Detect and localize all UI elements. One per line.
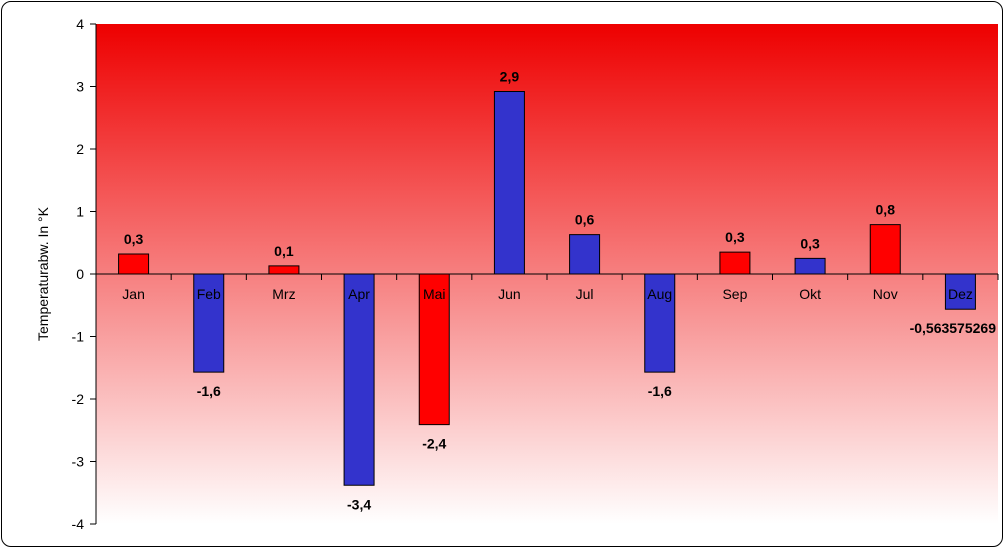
x-tick-label: Feb [197,286,221,302]
bar-jul [569,234,601,275]
data-label-apr: -3,4 [347,496,371,512]
data-label-sep: 0,3 [725,229,745,245]
data-label-mrz: 0,1 [274,243,294,259]
data-label-jan: 0,3 [124,231,144,247]
bar-jan [118,253,150,275]
data-label-jun: 2,9 [500,69,520,85]
bar-feb [193,273,225,373]
y-tick-label: 2 [76,141,84,157]
y-tick-label: -2 [72,391,85,407]
x-tick-label: Sep [722,286,747,302]
bar-jun [493,91,525,275]
bar-apr [343,273,375,486]
y-tick-label: -3 [72,454,85,470]
y-tick-label: -4 [72,516,85,532]
x-tick-label: Mai [423,286,446,302]
x-tick-label: Jun [498,286,521,302]
y-axis-title: Temperaturabw. In °K [35,206,51,341]
bar-nov [869,224,901,275]
x-tick-label: Jan [122,286,145,302]
x-tick-label: Nov [873,286,898,302]
data-label-jul: 0,6 [575,212,595,228]
data-label-okt: 0,3 [800,235,820,251]
x-tick-label: Apr [348,286,370,302]
bar-mrz [268,265,300,275]
bar-dez [944,273,976,310]
y-tick-label: 1 [76,204,84,220]
y-tick-label: 0 [76,266,84,282]
data-label-aug: -1,6 [648,383,672,399]
x-tick-label: Jul [576,286,594,302]
y-tick-label: 4 [76,16,84,32]
data-label-feb: -1,6 [197,383,221,399]
x-tick-label: Dez [948,286,973,302]
data-label-mai: -2,4 [422,436,446,452]
x-tick-label: Okt [799,286,821,302]
data-label-nov: 0,8 [876,202,896,218]
x-tick-label: Mrz [272,286,295,302]
y-tick-label: -1 [72,329,85,345]
x-tick-label: Aug [647,286,672,302]
bar-okt [794,257,826,275]
data-label-dez: -0,563575269 [910,320,997,336]
bar-sep [719,251,751,275]
y-tick-label: 3 [76,79,84,95]
bar-aug [644,273,676,373]
